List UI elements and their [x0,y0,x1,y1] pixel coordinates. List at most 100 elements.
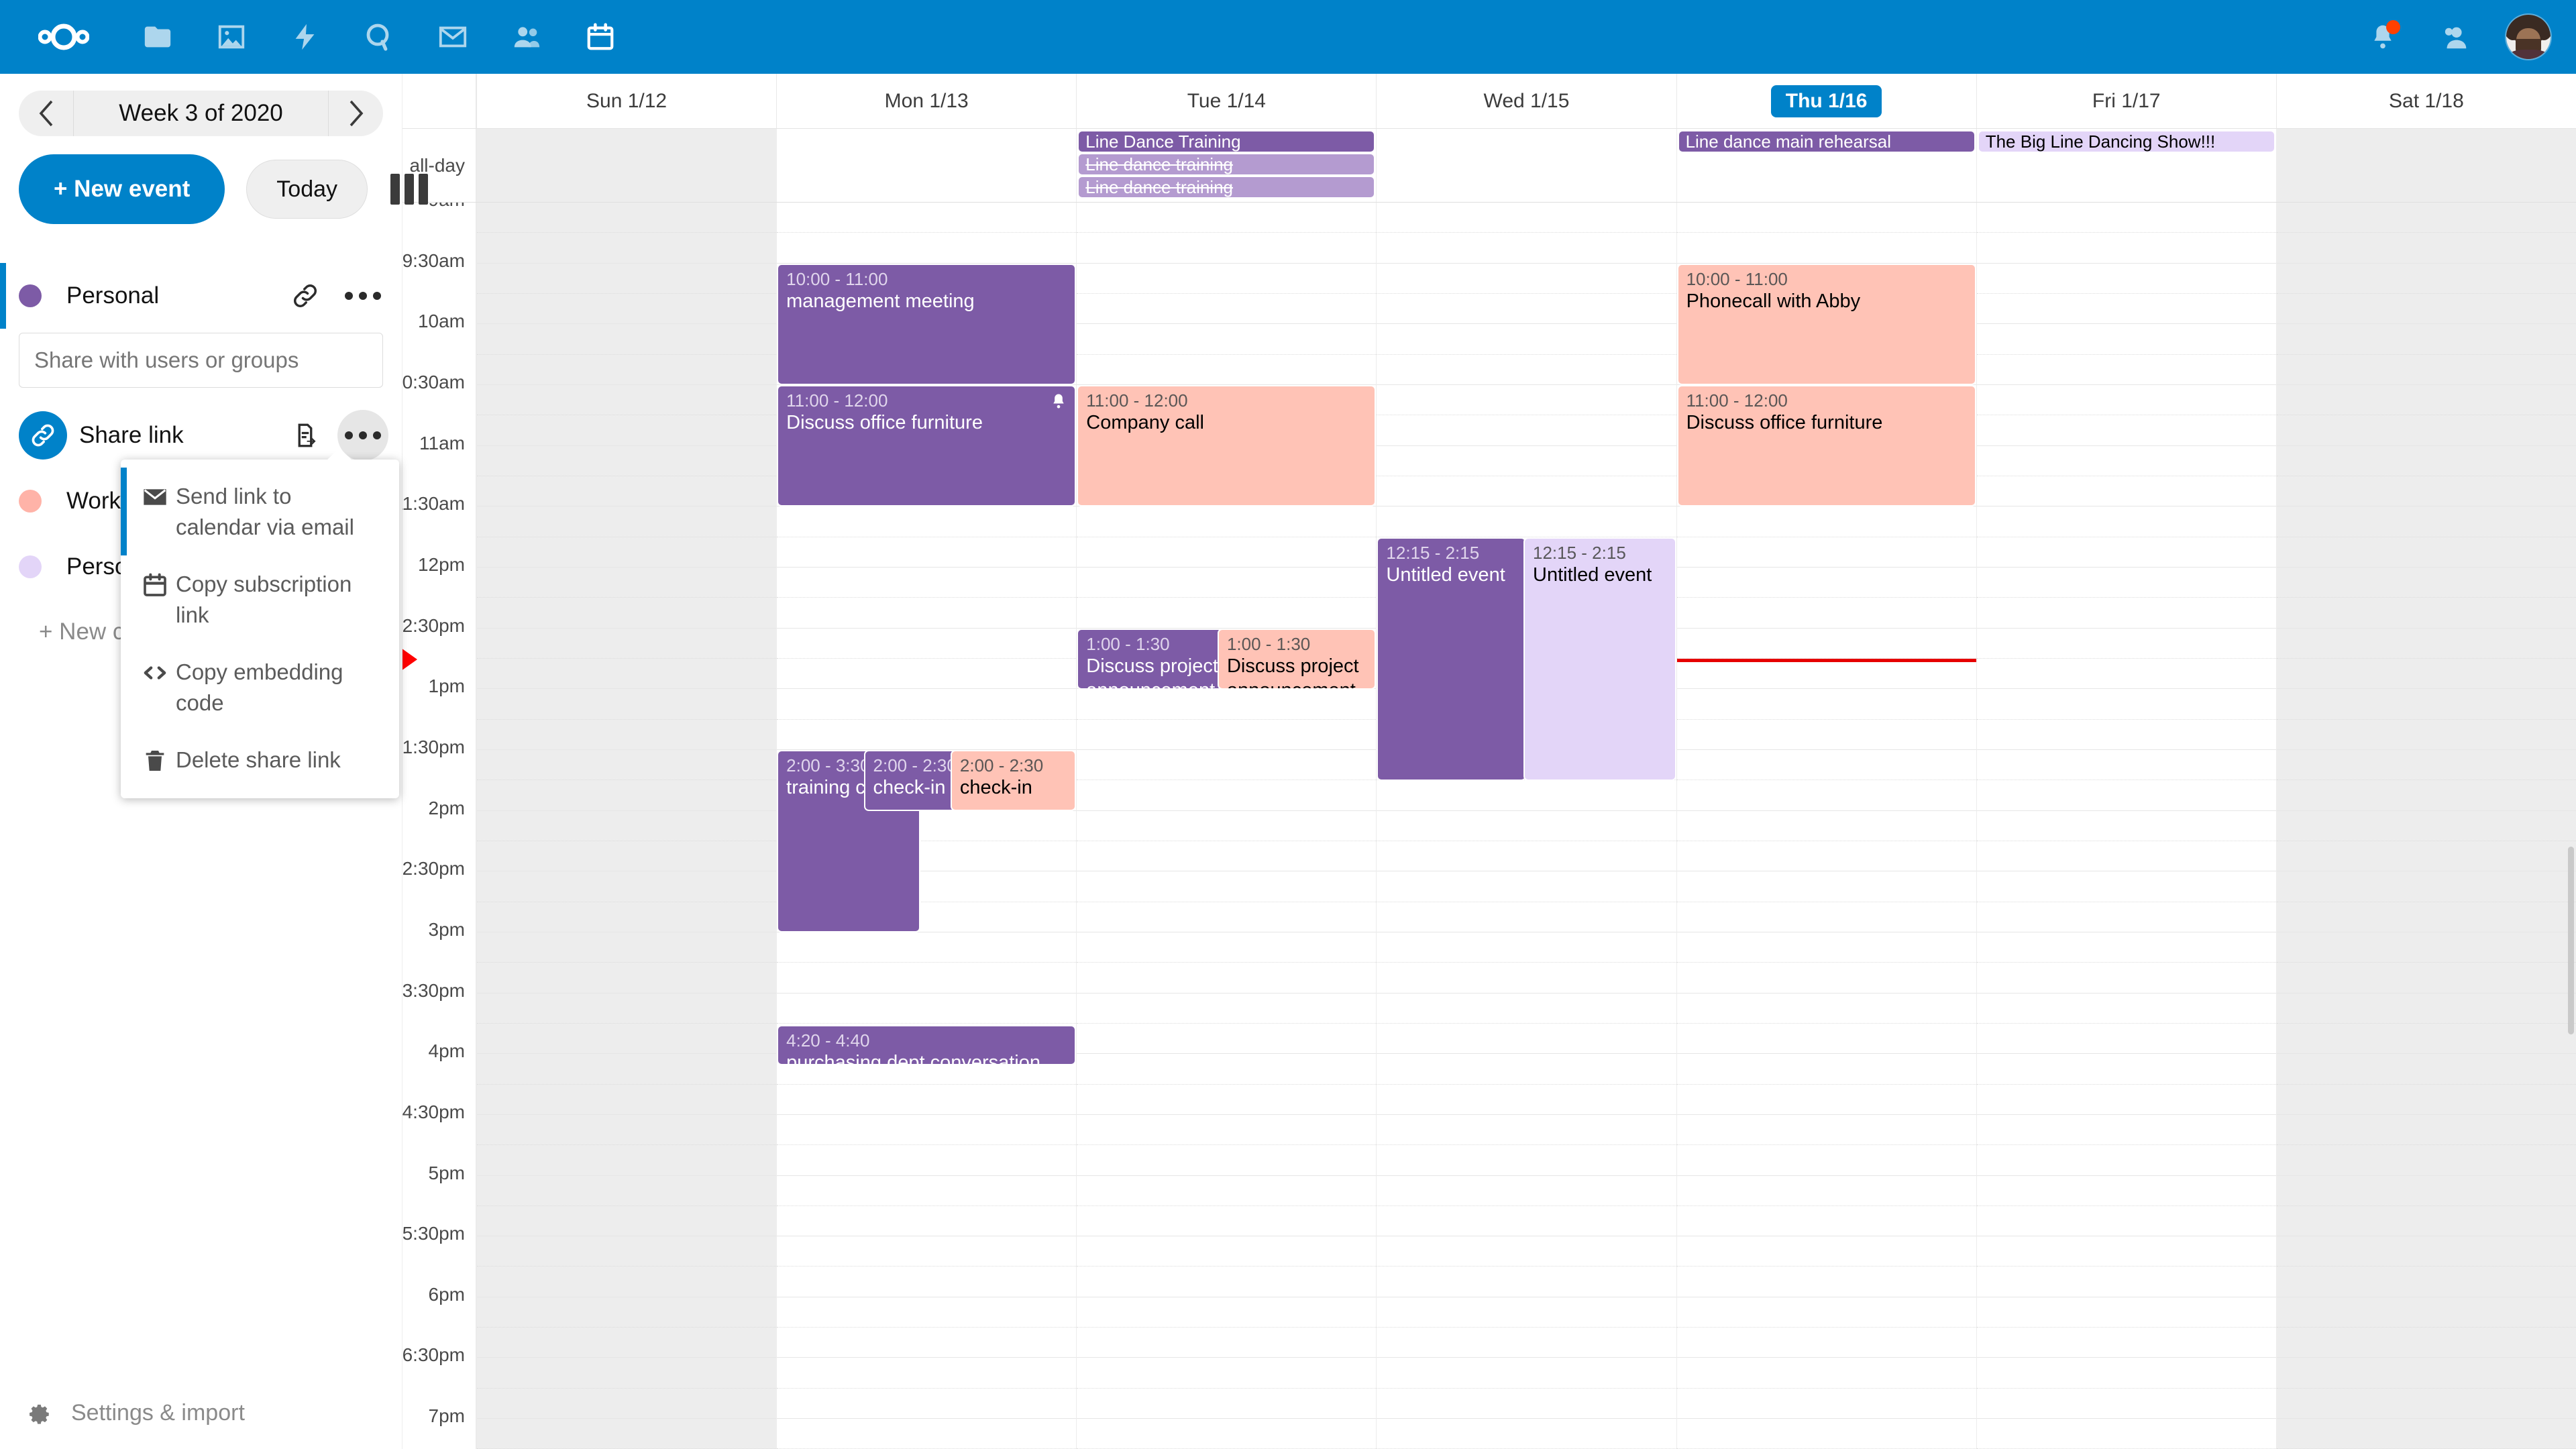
calendar-event[interactable]: 11:00 - 12:00 Discuss office furniture [777,385,1077,506]
grid-slot[interactable] [477,1085,777,1115]
grid-slot[interactable] [777,659,1077,690]
grid-slot[interactable] [777,1389,1077,1419]
grid-slot[interactable] [477,902,777,932]
grid-slot[interactable] [1077,932,1377,963]
grid-slot[interactable] [1077,506,1377,537]
grid-slot[interactable] [1077,203,1377,233]
day-header-fri[interactable]: Fri 1/17 [1976,74,2276,128]
grid-slot[interactable] [1676,1176,1976,1206]
grid-slot[interactable] [1077,568,1377,598]
all-day-cell-tue[interactable]: Line Dance Training Line dance training … [1076,129,1376,202]
grid-slot[interactable] [1077,1358,1377,1389]
grid-slot[interactable] [777,1054,1077,1085]
all-day-cell-wed[interactable] [1376,129,1676,202]
share-with-users-field[interactable] [19,333,383,388]
all-day-cell-fri[interactable]: The Big Line Dancing Show!!! [1976,129,2276,202]
grid-slot[interactable] [1077,841,1377,872]
grid-slot[interactable] [477,294,777,325]
grid-slot[interactable] [777,811,1077,841]
grid-slot[interactable] [1077,1297,1377,1328]
share-link-icon[interactable] [280,270,331,321]
grid-slot[interactable] [1976,476,2276,507]
grid-slot[interactable] [1077,994,1377,1024]
grid-slot[interactable] [2276,994,2576,1024]
view-toggle-icon[interactable] [390,174,429,205]
grid-slot[interactable] [1077,264,1377,294]
all-day-event[interactable]: Line dance training [1079,154,1375,174]
calendar-icon[interactable] [564,0,637,74]
grid-slot[interactable] [1377,1389,1676,1419]
grid-slot[interactable] [1077,1085,1377,1115]
grid-slot[interactable] [477,963,777,994]
grid-slot[interactable] [1676,1389,1976,1419]
grid-slot[interactable] [1976,780,2276,811]
grid-slot[interactable] [477,1389,777,1419]
grid-slot[interactable] [777,598,1077,629]
grid-slot[interactable] [1077,598,1377,629]
grid-slot[interactable] [1377,1236,1676,1267]
grid-slot[interactable] [1377,506,1676,537]
grid-slot[interactable] [477,1145,777,1176]
day-column-wed[interactable]: 12:15 - 2:15 Untitled event 12:15 - 2:15 Un… [1376,203,1676,1449]
grid-slot[interactable] [1976,598,2276,629]
grid-slot[interactable] [477,994,777,1024]
grid-slot[interactable] [1077,324,1377,355]
grid-slot[interactable] [1377,1054,1676,1085]
grid-slot[interactable] [2276,1297,2576,1328]
settings-and-import-button[interactable]: Settings & import [0,1377,402,1449]
grid-slot[interactable] [2276,902,2576,932]
grid-slot[interactable] [1976,932,2276,963]
grid-slot[interactable] [2276,294,2576,325]
grid-slot[interactable] [1676,1267,1976,1297]
grid-slot[interactable] [1077,1236,1377,1267]
grid-slot[interactable] [1976,659,2276,690]
grid-slot[interactable] [477,629,777,659]
grid-slot[interactable] [1077,1389,1377,1419]
grid-slot[interactable] [1377,1024,1676,1055]
grid-slot[interactable] [1377,264,1676,294]
grid-slot[interactable] [1077,1419,1377,1449]
calendar-event[interactable]: 10:00 - 11:00 Phonecall with Abby [1676,264,1976,385]
grid-slot[interactable] [1676,1236,1976,1267]
calendar-event[interactable]: 12:15 - 2:15 Untitled event [1523,537,1676,781]
grid-slot[interactable] [2276,1145,2576,1176]
grid-slot[interactable] [1976,750,2276,781]
day-header-thu[interactable]: Thu 1/16 [1676,74,1976,128]
grid-slot[interactable] [1077,750,1377,781]
day-header-tue[interactable]: Tue 1/14 [1076,74,1376,128]
grid-slot[interactable] [1676,963,1976,994]
all-day-cell-sat[interactable] [2275,129,2576,202]
grid-slot[interactable] [777,902,1077,932]
grid-slot[interactable] [477,720,777,750]
grid-slot[interactable] [1976,324,2276,355]
grid-slot[interactable] [1976,294,2276,325]
grid-slot[interactable] [2276,1389,2576,1419]
grid-slot[interactable] [477,355,777,385]
share-link-menu-button[interactable] [337,410,388,461]
grid-slot[interactable] [1077,720,1377,750]
grid-slot[interactable] [2276,233,2576,264]
grid-slot[interactable] [1077,1206,1377,1237]
grid-slot[interactable] [777,841,1077,872]
grid-slot[interactable] [1077,294,1377,325]
grid-slot[interactable] [2276,385,2576,416]
grid-slot[interactable] [1976,506,2276,537]
grid-slot[interactable] [477,324,777,355]
grid-slot[interactable] [1676,1297,1976,1328]
grid-slot[interactable] [1676,1024,1976,1055]
grid-slot[interactable] [1077,355,1377,385]
grid-slot[interactable] [1377,963,1676,994]
grid-slot[interactable] [1976,963,2276,994]
grid-slot[interactable] [477,568,777,598]
all-day-event[interactable]: Line Dance Training [1079,131,1375,152]
grid-slot[interactable] [2276,629,2576,659]
grid-slot[interactable] [1377,1206,1676,1237]
grid-slot[interactable] [1077,1024,1377,1055]
activity-icon[interactable] [268,0,342,74]
grid-slot[interactable] [777,689,1077,720]
menu-item-copy-embedding-code[interactable]: Copy embedding code [121,643,399,731]
grid-slot[interactable] [477,1176,777,1206]
grid-slot[interactable] [477,1024,777,1055]
